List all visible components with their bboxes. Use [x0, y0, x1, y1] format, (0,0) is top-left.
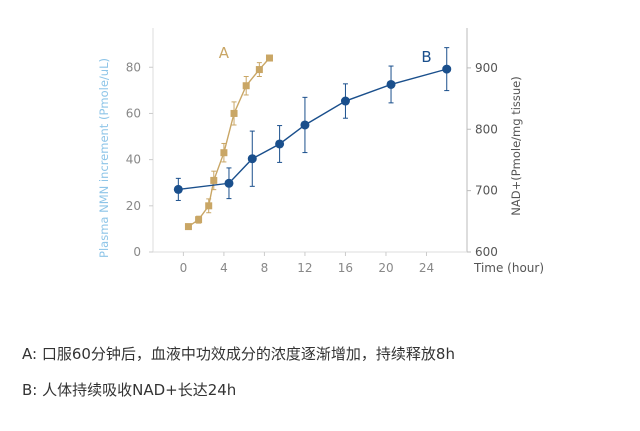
left-tick-label: 20 — [126, 199, 141, 213]
series-a-line — [188, 57, 271, 228]
x-tick-label: 20 — [378, 261, 393, 275]
series-a-point — [242, 82, 250, 90]
x-tick-label: 0 — [180, 261, 188, 275]
series-a-point — [220, 149, 228, 157]
series-a-point — [195, 216, 203, 224]
series-b-line — [178, 68, 447, 191]
x-tick-label: 4 — [220, 261, 228, 275]
caption-b: B: 人体持续吸收NAD+长达24h — [22, 381, 237, 399]
right-tick-label: 700 — [475, 184, 498, 198]
series-b-point — [300, 120, 310, 130]
series-b-point — [173, 184, 183, 194]
x-tick-label: 16 — [338, 261, 353, 275]
x-tick-label: 8 — [261, 261, 269, 275]
left-tick-label: 60 — [126, 106, 141, 120]
series-a-point — [255, 66, 263, 74]
series-b-point — [386, 79, 396, 89]
left-tick-label: 40 — [126, 153, 141, 167]
x-tick-label: 12 — [297, 261, 312, 275]
left-tick-label: 0 — [133, 245, 141, 259]
right-tick-label: 900 — [475, 61, 498, 75]
series-b-name-label: B — [421, 48, 431, 66]
right-tick-label: 600 — [475, 245, 498, 259]
right-tick-label: 800 — [475, 122, 498, 136]
series-a-point — [265, 54, 273, 62]
caption-a: A: 口服60分钟后，血液中功效成分的浓度逐渐增加，持续释放8h — [22, 345, 455, 363]
series-b-point — [275, 139, 285, 149]
series-b-point — [340, 96, 350, 106]
x-axis-label: Time (hour) — [473, 261, 544, 275]
left-axis-label: Plasma NMN increment (Pmole/uL) — [97, 58, 111, 258]
right-axis-label: NAD+(Pmole/mg tissue) — [509, 76, 523, 215]
series-a-point — [205, 202, 213, 210]
left-tick-label: 80 — [126, 60, 141, 74]
series-b-point — [224, 178, 234, 188]
x-tick-label: 24 — [419, 261, 434, 275]
dual-axis-line-chart: 0 20 40 60 80 600 700 800 900 0 4 8 12 16 20 24 Time (ho… — [97, 28, 544, 275]
series-a-point — [210, 176, 218, 184]
series-b-point — [247, 154, 257, 164]
series-b-point — [442, 64, 452, 74]
series-a-point — [184, 223, 192, 231]
series-a-name-label: A — [219, 44, 230, 62]
series-a-point — [230, 109, 238, 117]
